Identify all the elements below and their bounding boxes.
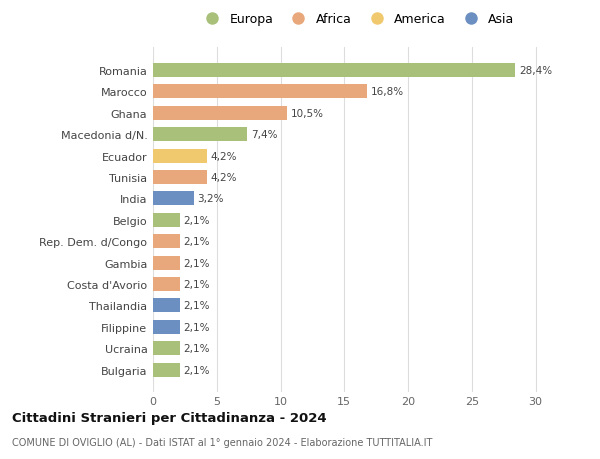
Text: 4,2%: 4,2% <box>211 173 237 183</box>
Bar <box>153 299 180 313</box>
Bar <box>153 213 180 227</box>
Text: 2,1%: 2,1% <box>184 258 210 268</box>
Bar <box>153 341 180 355</box>
Text: 2,1%: 2,1% <box>184 280 210 289</box>
Text: COMUNE DI OVIGLIO (AL) - Dati ISTAT al 1° gennaio 2024 - Elaborazione TUTTITALIA: COMUNE DI OVIGLIO (AL) - Dati ISTAT al 1… <box>12 437 433 448</box>
Bar <box>153 128 247 142</box>
Text: 2,1%: 2,1% <box>184 322 210 332</box>
Bar <box>153 106 287 120</box>
Text: 10,5%: 10,5% <box>291 108 324 118</box>
Bar <box>153 171 206 185</box>
Bar <box>153 149 206 163</box>
Text: Cittadini Stranieri per Cittadinanza - 2024: Cittadini Stranieri per Cittadinanza - 2… <box>12 412 326 425</box>
Text: 2,1%: 2,1% <box>184 237 210 246</box>
Text: 4,2%: 4,2% <box>211 151 237 161</box>
Text: 7,4%: 7,4% <box>251 130 278 140</box>
Bar <box>153 363 180 377</box>
Text: 28,4%: 28,4% <box>519 66 552 76</box>
Text: 2,1%: 2,1% <box>184 365 210 375</box>
Legend: Europa, Africa, America, Asia: Europa, Africa, America, Asia <box>199 13 515 26</box>
Bar <box>153 235 180 249</box>
Bar <box>153 256 180 270</box>
Text: 2,1%: 2,1% <box>184 215 210 225</box>
Bar <box>153 85 367 99</box>
Bar <box>153 64 515 78</box>
Bar <box>153 192 194 206</box>
Text: 16,8%: 16,8% <box>371 87 404 97</box>
Text: 2,1%: 2,1% <box>184 301 210 311</box>
Bar <box>153 277 180 291</box>
Text: 2,1%: 2,1% <box>184 343 210 353</box>
Bar <box>153 320 180 334</box>
Text: 3,2%: 3,2% <box>197 194 224 204</box>
